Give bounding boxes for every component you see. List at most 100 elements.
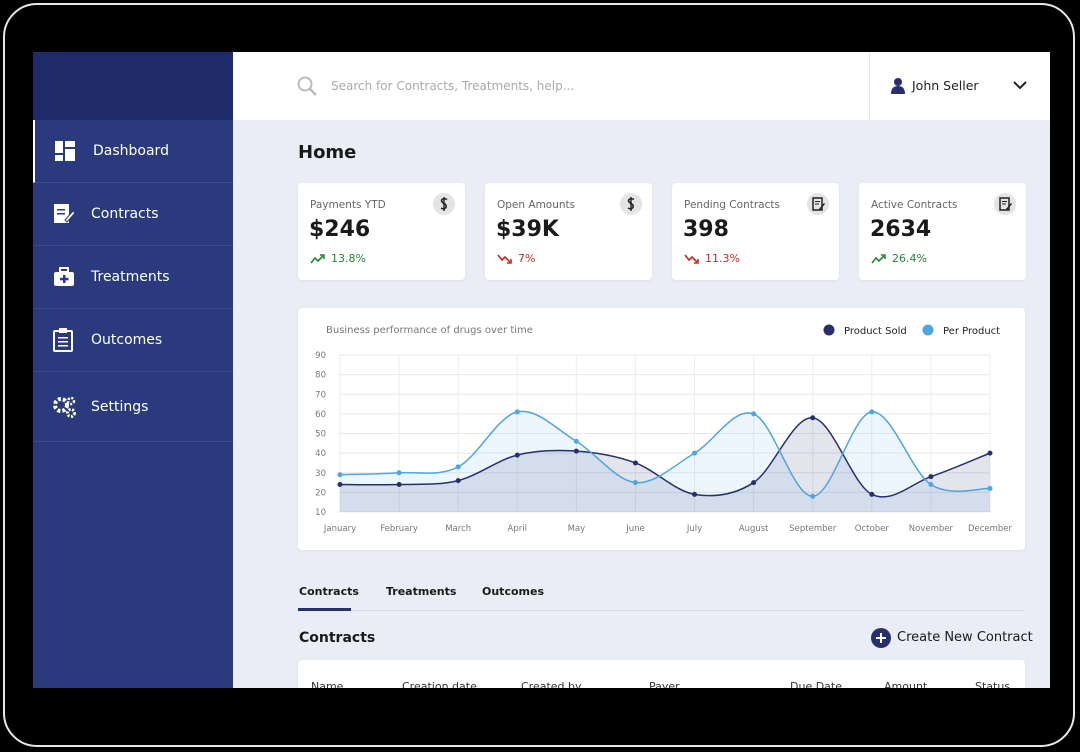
point	[396, 482, 402, 488]
stat-value: $39K	[496, 217, 559, 242]
search-icon	[297, 76, 317, 96]
column-header: Created by	[521, 680, 582, 688]
chart-panel	[298, 308, 1025, 550]
point	[632, 480, 638, 486]
column-header: Name	[311, 680, 344, 688]
point	[810, 415, 816, 421]
y-tick-label: 40	[315, 449, 326, 459]
nav-item[interactable]: Outcomes	[33, 309, 233, 372]
point	[869, 491, 875, 497]
y-tick-label: 30	[315, 469, 326, 479]
y-tick-label: 90	[315, 351, 326, 361]
x-tick-label: November	[909, 524, 954, 534]
x-tick-label: July	[686, 524, 702, 534]
point	[573, 438, 579, 444]
create-button[interactable]: Create New Contract	[897, 630, 1033, 645]
x-tick-label: June	[625, 524, 645, 534]
nav-label: Contracts	[91, 206, 159, 222]
point	[337, 472, 343, 478]
card-icon	[620, 193, 642, 215]
icon	[53, 396, 76, 418]
point	[869, 409, 875, 415]
section-title: Contracts	[299, 630, 376, 646]
point	[692, 450, 698, 456]
tab-line	[298, 610, 1025, 611]
nav-label: Outcomes	[91, 332, 163, 348]
logo-area	[33, 52, 233, 120]
card-icon	[994, 193, 1016, 215]
x-tick-label: August	[739, 524, 769, 534]
point	[751, 480, 757, 486]
trend-icon	[497, 254, 512, 264]
x-tick-label: January	[323, 524, 356, 534]
table: Name Creation date Created by Payer Due Date…	[298, 660, 1025, 688]
area	[340, 411, 990, 512]
x-tick-label: December	[968, 524, 1013, 534]
card-icon	[433, 193, 455, 215]
stat-value: $246	[309, 217, 371, 242]
device-frame	[3, 3, 1075, 747]
x-tick-label: February	[380, 524, 418, 534]
user-icon	[891, 78, 905, 94]
point	[396, 470, 402, 476]
point	[514, 409, 520, 415]
nav-item[interactable]: Treatments	[33, 246, 233, 309]
tab[interactable]: Outcomes	[482, 585, 544, 598]
stat-card: Open Amounts $39K 7%	[485, 183, 652, 280]
point	[987, 450, 993, 456]
legend-label: Product Sold	[844, 326, 907, 337]
point	[632, 460, 638, 466]
x-tick-label: March	[445, 524, 471, 534]
stat-label: Active Contracts	[871, 199, 958, 211]
stat-card: Pending Contracts 398 11.3%	[672, 183, 839, 280]
icon	[54, 204, 75, 223]
point	[455, 464, 461, 470]
y-tick-label: 10	[315, 508, 326, 518]
screen: Dashboard Contracts Treatments Outcomes …	[33, 52, 1050, 688]
column-header: Payer	[649, 680, 680, 688]
tab[interactable]: Contracts	[299, 585, 359, 598]
stat-change: 26.4%	[892, 252, 927, 265]
point	[573, 448, 579, 454]
nav-item[interactable]: Contracts	[33, 183, 233, 246]
y-tick-label: 60	[315, 410, 326, 420]
point	[928, 474, 934, 480]
y-tick-label: 80	[315, 371, 326, 381]
chevron[interactable]	[1013, 80, 1027, 90]
legend-swatch	[823, 324, 835, 336]
point	[928, 482, 934, 488]
nav-item[interactable]: Settings	[33, 372, 233, 442]
stat-label: Open Amounts	[497, 199, 576, 211]
tab[interactable]: Treatments	[386, 585, 457, 598]
y-tick-label: 70	[315, 390, 326, 400]
stat-value: 2634	[870, 217, 932, 242]
icon	[54, 267, 74, 286]
nav-label: Treatments	[91, 269, 170, 285]
add-icon[interactable]	[871, 628, 891, 648]
y-tick-label: 20	[315, 488, 326, 498]
chart-title: Business performance of drugs over time	[326, 325, 533, 336]
user-name[interactable]: John Seller	[912, 78, 979, 93]
stat-label: Pending Contracts	[684, 199, 780, 211]
x-tick-label: September	[789, 524, 836, 534]
point	[455, 478, 461, 484]
top-bar: Search for Contracts, Treatments, help..…	[233, 52, 1050, 120]
trend-icon	[310, 254, 325, 264]
stat-value: 398	[683, 217, 729, 242]
divider	[869, 52, 870, 120]
point	[514, 452, 520, 458]
trend-icon	[871, 254, 886, 264]
stat-change: 11.3%	[705, 252, 740, 265]
area	[340, 417, 990, 512]
point	[337, 482, 343, 488]
column-header: Creation date	[402, 680, 477, 688]
sidebar: Dashboard Contracts Treatments Outcomes …	[33, 52, 233, 688]
chart: Business performance of drugs over time 1…	[315, 324, 1013, 534]
nav-item[interactable]: Dashboard	[33, 120, 233, 183]
search-input[interactable]: Search for Contracts, Treatments, help..…	[331, 79, 575, 93]
card-icon	[807, 193, 829, 215]
x-tick-label: April	[508, 524, 527, 534]
stat-card: Payments YTD $246 13.8%	[298, 183, 465, 280]
x-tick-label: May	[568, 524, 586, 534]
